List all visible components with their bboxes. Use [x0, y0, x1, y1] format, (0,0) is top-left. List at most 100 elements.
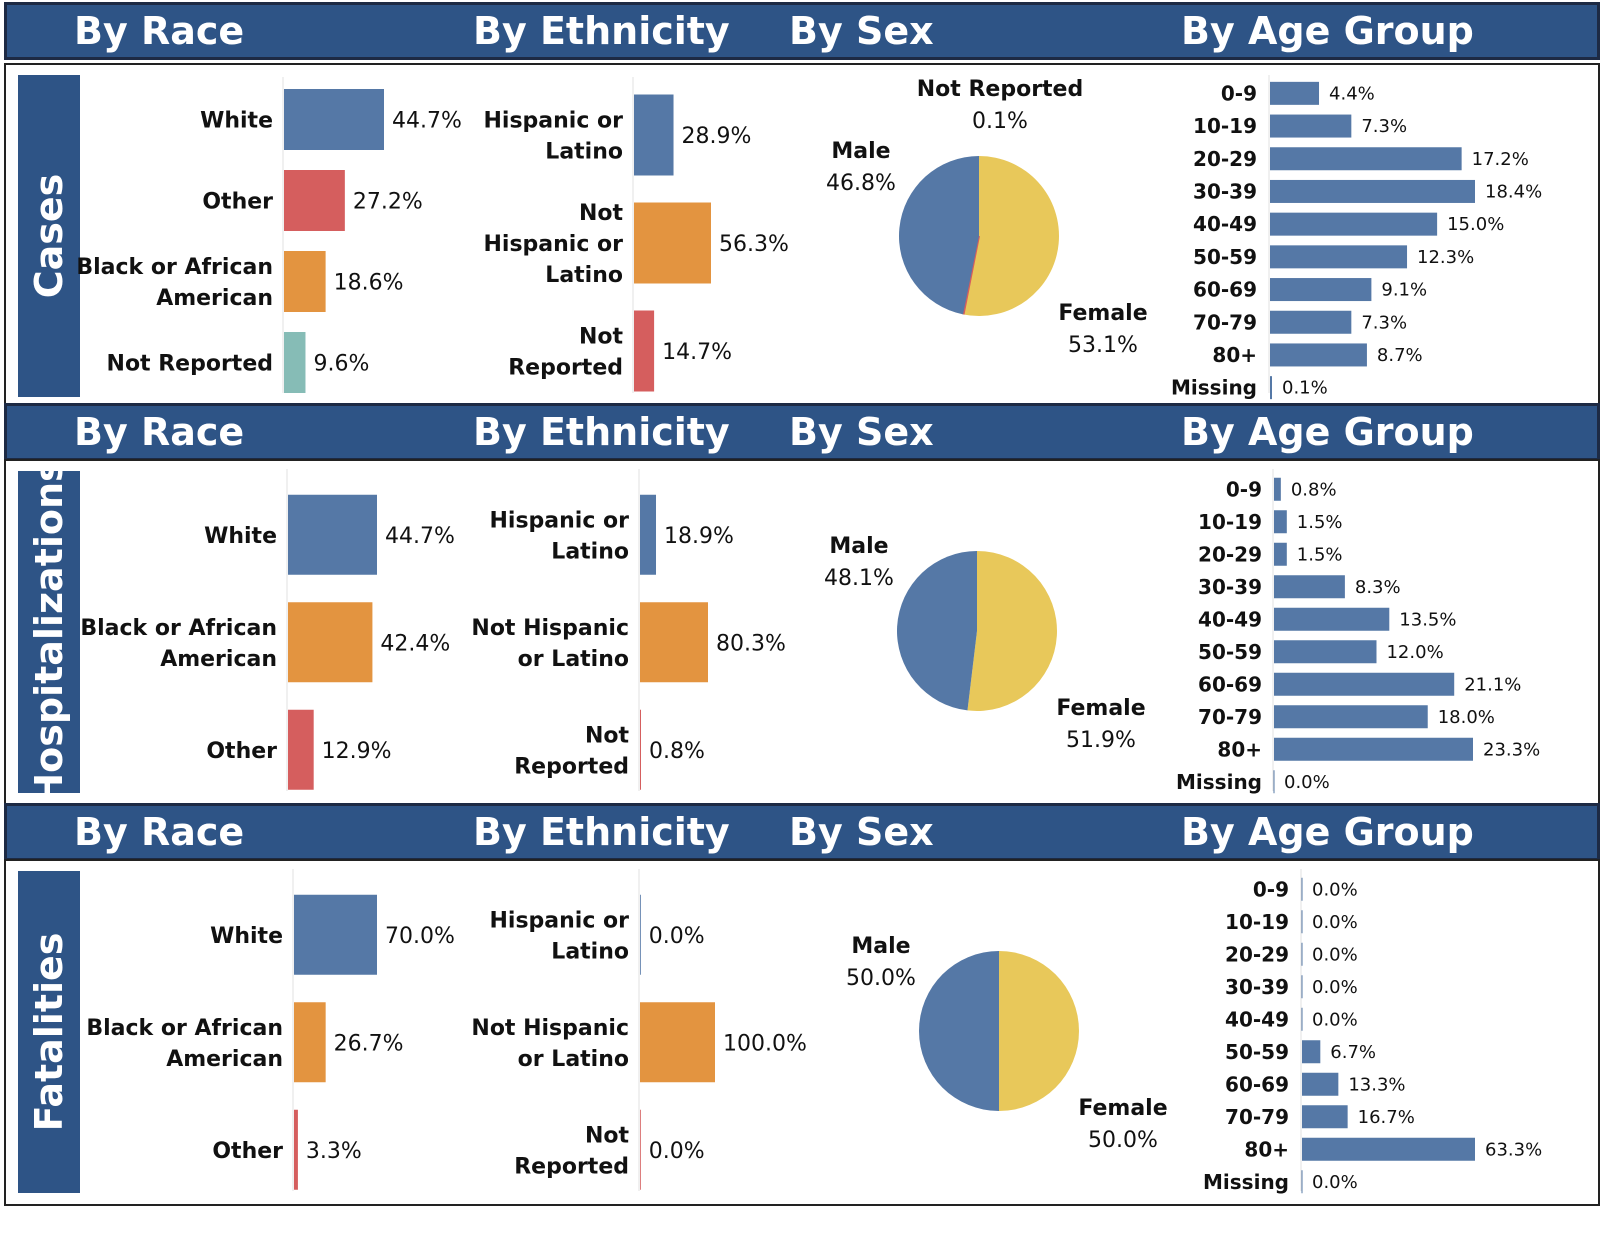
age-bar: [1302, 1072, 1339, 1096]
race-category-label: White: [200, 109, 273, 134]
ethnicity-value-label: 28.9%: [682, 124, 752, 149]
sex-pie-slice: [999, 951, 1079, 1111]
age-value-label: 13.3%: [1348, 1074, 1405, 1095]
age-value-label: 0.1%: [1282, 378, 1328, 399]
age-bar: [1274, 510, 1287, 534]
row-label: Fatalities: [18, 871, 80, 1193]
age-value-label: 9.1%: [1381, 280, 1427, 301]
sex-pie-category-label: Male: [831, 139, 890, 164]
header-race: By Race: [74, 810, 245, 854]
sex-pie-value-label: 51.9%: [1066, 728, 1136, 753]
ethnicity-bar: [634, 94, 674, 176]
age-value-label: 21.1%: [1464, 674, 1521, 695]
header-ethnicity: By Ethnicity: [473, 9, 730, 53]
sex-pie-slice-edge: [962, 235, 980, 315]
ethnicity-category-label: or Latino: [518, 647, 629, 672]
age-category-label: Missing: [1203, 1170, 1289, 1194]
age-bar: [1270, 245, 1408, 269]
ethnicity-bar: [640, 602, 708, 683]
race-value-label: 44.7%: [385, 524, 455, 549]
ethnicity-category-label: Not Hispanic: [471, 616, 629, 641]
age-value-label: 8.3%: [1355, 577, 1401, 598]
race-category-label: Black or African: [76, 255, 273, 280]
race-bar: [284, 251, 326, 312]
ethnicity-category-label: Not: [579, 201, 624, 226]
age-value-label: 0.8%: [1291, 479, 1337, 500]
race-category-label: Black or African: [86, 1016, 283, 1041]
section-header: By Race By Ethnicity By Sex By Age Group: [4, 803, 1600, 861]
sex-pie-category-label: Male: [829, 534, 888, 559]
age-bar: [1302, 1040, 1321, 1064]
age-category-label: Missing: [1176, 770, 1262, 794]
race-bar: [284, 89, 384, 150]
age-bar: [1270, 212, 1438, 236]
age-value-label: 0.0%: [1312, 879, 1358, 900]
race-bar: [288, 494, 377, 575]
sex-pie-category-label: Female: [1056, 696, 1145, 721]
sex-pie-slice: [897, 551, 977, 711]
header-sex: By Sex: [789, 9, 934, 53]
age-category-label: 0-9: [1221, 81, 1257, 105]
age-value-label: 0.0%: [1284, 772, 1330, 793]
ethnicity-value-label: 0.0%: [649, 1139, 705, 1164]
age-category-label: 10-19: [1198, 510, 1262, 534]
age-value-label: 18.4%: [1485, 181, 1542, 202]
age-category-label: 30-39: [1198, 575, 1262, 599]
hospitalizations-panel: Hospitalizations 44.7% White 42.4% Black or…: [4, 459, 1600, 806]
ethnicity-bar: [640, 894, 641, 975]
ethnicity-category-label: Not: [579, 325, 624, 350]
race-value-label: 42.4%: [380, 631, 450, 656]
section-header: By Race By Ethnicity By Sex By Age Group: [4, 403, 1600, 461]
race-category-label: American: [160, 647, 277, 672]
age-bar: [1302, 1137, 1475, 1161]
race-value-label: 3.3%: [306, 1139, 362, 1164]
age-value-label: 7.3%: [1361, 116, 1407, 137]
age-value-label: 0.0%: [1312, 1172, 1358, 1193]
sex-pie-slice: [899, 156, 979, 315]
header-age: By Age Group: [1181, 9, 1474, 53]
age-value-label: 1.5%: [1297, 512, 1343, 533]
ethnicity-category-label: Hispanic or: [489, 508, 629, 533]
ethnicity-category-label: Not Hispanic: [471, 1016, 629, 1041]
age-value-label: 12.3%: [1417, 247, 1474, 268]
ethnicity-category-label: or Latino: [518, 1047, 629, 1072]
age-category-label: 20-29: [1225, 942, 1289, 966]
sex-pie-slice: [967, 551, 1058, 711]
age-value-label: 0.0%: [1312, 944, 1358, 965]
age-category-label: 70-79: [1198, 705, 1262, 729]
race-bar: [288, 602, 373, 683]
ethnicity-value-label: 56.3%: [719, 232, 789, 257]
age-category-label: 50-59: [1198, 640, 1262, 664]
race-value-label: 26.7%: [334, 1031, 404, 1056]
age-value-label: 16.7%: [1358, 1107, 1415, 1128]
age-category-label: 10-19: [1193, 114, 1257, 138]
sex-pie-value-label: 53.1%: [1068, 333, 1138, 358]
sex-pie-category-label: Not Reported: [917, 77, 1083, 102]
race-category-label: Black or African: [80, 616, 277, 641]
ethnicity-category-label: Not: [585, 723, 630, 748]
age-bar: [1274, 607, 1390, 631]
age-category-label: 80+: [1244, 1137, 1289, 1161]
ethnicity-category-label: Hispanic or: [489, 908, 629, 933]
race-category-label: White: [204, 524, 277, 549]
row-label: Cases: [18, 75, 80, 397]
header-sex: By Sex: [789, 410, 934, 454]
age-category-label: 0-9: [1226, 477, 1262, 501]
age-bar: [1274, 640, 1377, 664]
age-category-label: Missing: [1171, 376, 1257, 400]
age-bar: [1274, 542, 1287, 566]
age-category-label: 30-39: [1193, 179, 1257, 203]
age-value-label: 17.2%: [1472, 149, 1529, 170]
age-category-label: 40-49: [1225, 1007, 1289, 1031]
race-value-label: 27.2%: [353, 190, 423, 215]
ethnicity-value-label: 80.3%: [716, 631, 786, 656]
age-category-label: 60-69: [1198, 672, 1262, 696]
age-value-label: 0.0%: [1312, 977, 1358, 998]
race-bar: [294, 1109, 298, 1190]
sex-pie-value-label: 50.0%: [1088, 1128, 1158, 1153]
sex-pie-value-label: 48.1%: [824, 566, 894, 591]
race-category-label: Other: [202, 190, 273, 215]
age-category-label: 0-9: [1253, 877, 1289, 901]
sex-pie-value-label: 46.8%: [826, 171, 896, 196]
race-category-label: Other: [212, 1139, 283, 1164]
